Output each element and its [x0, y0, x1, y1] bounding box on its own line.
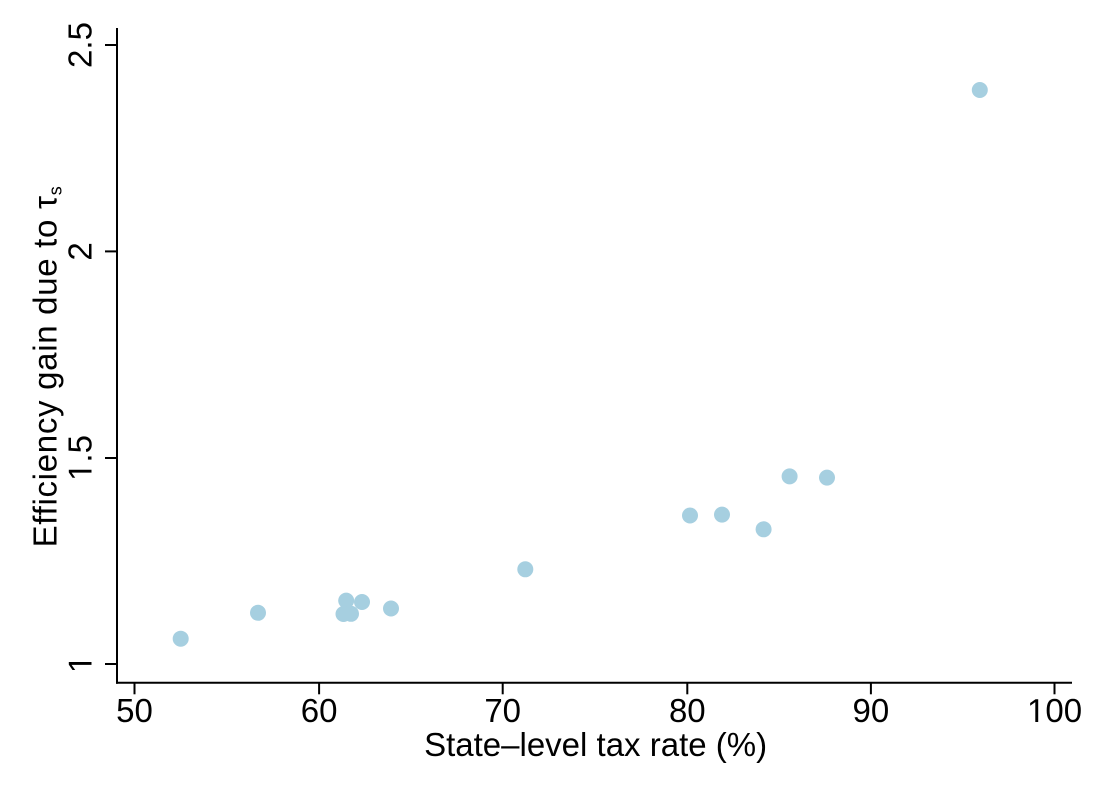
svg-text:2: 2: [62, 242, 99, 260]
svg-text:.5: .5: [62, 435, 99, 463]
svg-text:00: 00: [1045, 692, 1082, 729]
svg-text:2.5: 2.5: [62, 22, 99, 68]
svg-text:State–level tax rate (%): State–level tax rate (%): [424, 726, 767, 763]
svg-text:50: 50: [116, 692, 153, 729]
svg-text:80: 80: [669, 692, 706, 729]
svg-text:Efficiency gain due to τs: Efficiency gain due to τs: [27, 186, 66, 548]
svg-text:90: 90: [853, 692, 890, 729]
svg-text:60: 60: [301, 692, 338, 729]
svg-text:70: 70: [484, 692, 521, 729]
